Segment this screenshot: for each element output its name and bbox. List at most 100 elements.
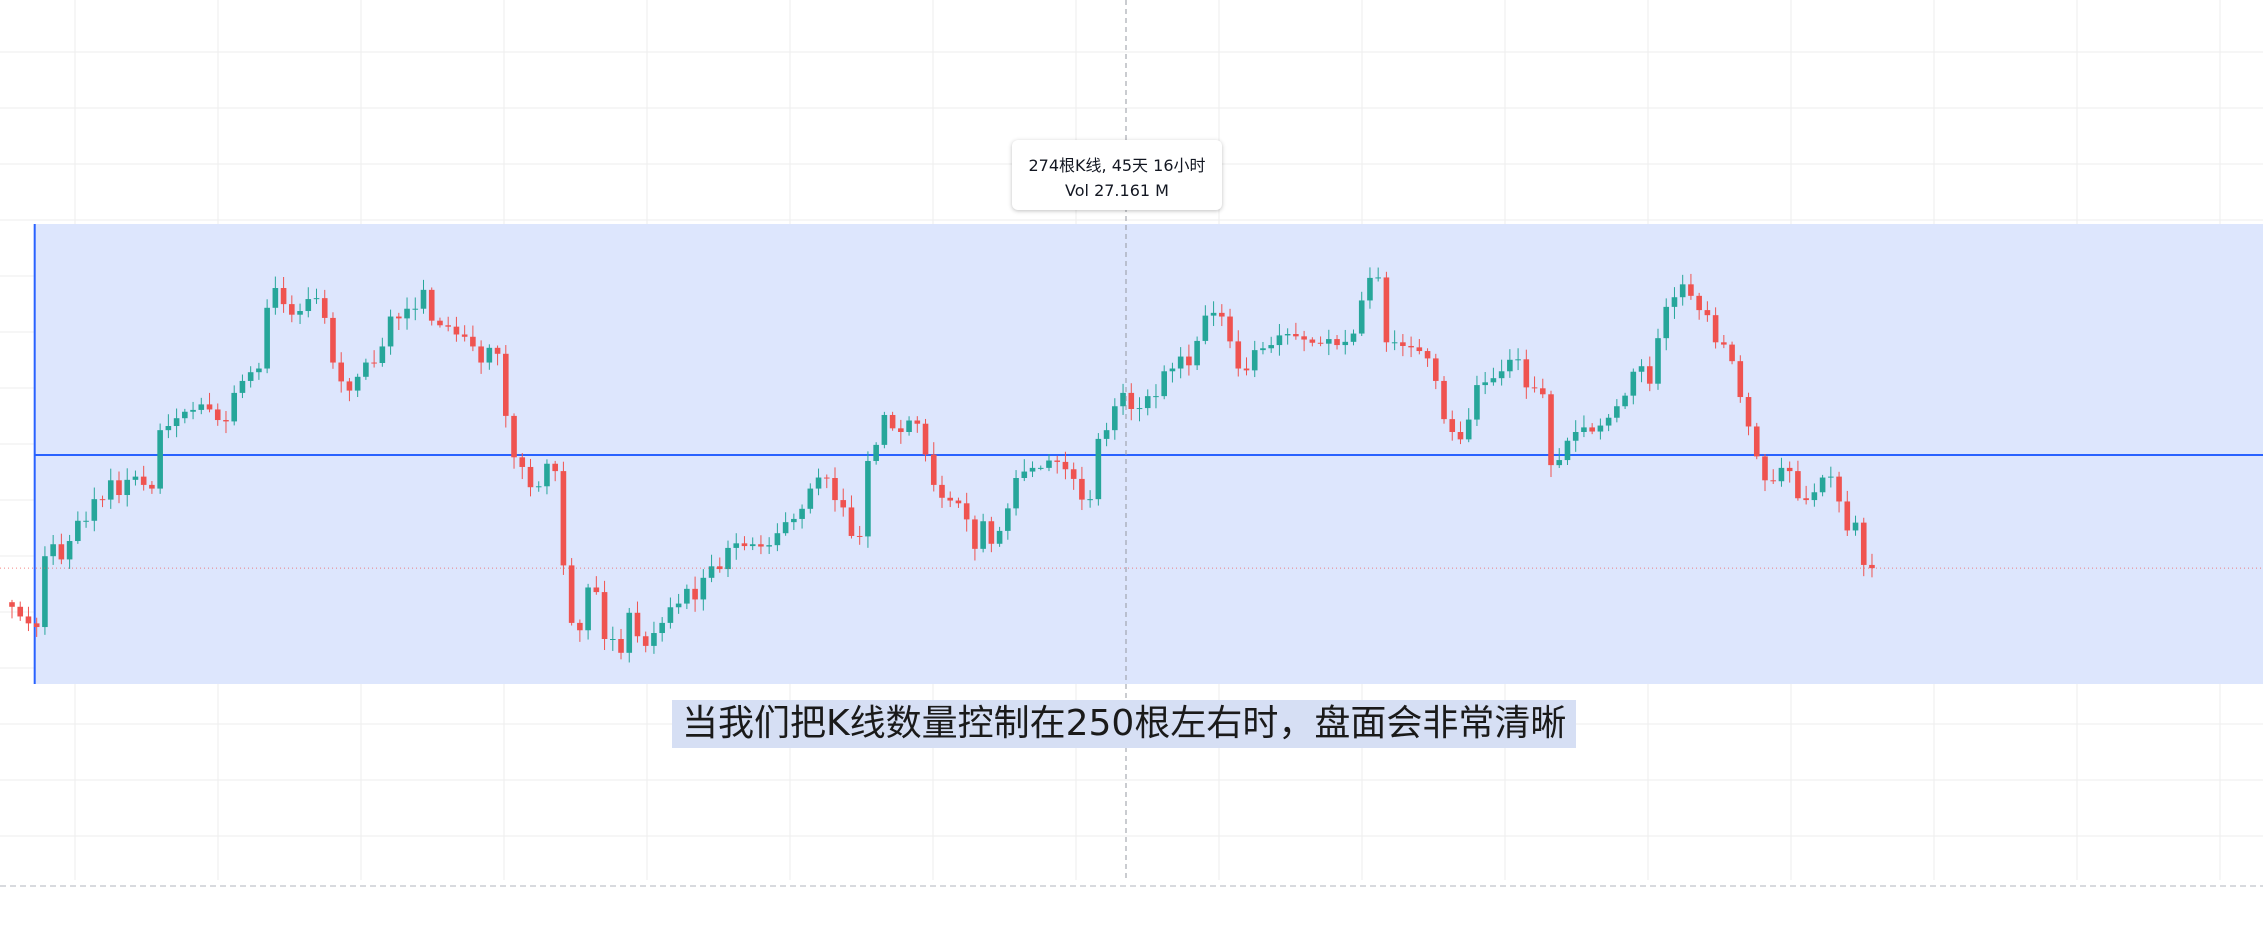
candle — [420, 279, 427, 314]
candle — [1844, 490, 1851, 536]
candle-body — [963, 503, 970, 520]
candle — [330, 312, 336, 369]
candle-body — [1342, 341, 1349, 346]
candle-body — [1498, 371, 1505, 379]
candle-body — [1293, 334, 1299, 337]
candle — [716, 557, 723, 573]
candle-body — [749, 544, 756, 547]
candle-body — [1622, 395, 1628, 407]
candle — [1630, 368, 1637, 405]
candle — [1136, 397, 1143, 422]
candle — [387, 309, 394, 355]
candle — [692, 576, 698, 612]
candle — [1268, 336, 1274, 353]
candle-body — [1037, 467, 1044, 469]
candle — [1005, 503, 1011, 540]
candle-body — [1836, 476, 1842, 502]
candle-body — [1523, 359, 1530, 388]
candle — [404, 297, 410, 330]
candle-body — [1811, 492, 1818, 501]
candle-body — [1663, 306, 1670, 339]
candle — [1646, 356, 1653, 392]
candle — [889, 411, 896, 431]
candle-body — [91, 499, 98, 521]
candle — [198, 397, 205, 415]
candle — [124, 468, 131, 507]
candle-body — [519, 457, 526, 467]
candle — [1144, 389, 1151, 416]
candle — [1564, 437, 1571, 466]
candle — [914, 416, 921, 433]
candle — [1367, 267, 1373, 309]
candle-body — [404, 308, 410, 319]
candle-body — [280, 288, 287, 305]
candle — [1284, 328, 1291, 345]
candle — [1383, 271, 1390, 352]
candle-body — [1828, 476, 1834, 478]
candle-body — [1243, 368, 1250, 371]
candle — [231, 385, 238, 426]
candle-body — [190, 409, 196, 412]
candle-body — [1276, 335, 1283, 346]
candle — [1819, 474, 1826, 497]
candle — [1548, 390, 1554, 478]
candle — [1762, 454, 1768, 492]
candle-body — [363, 362, 369, 377]
candle-body — [980, 521, 986, 549]
candle — [33, 617, 40, 637]
candle — [412, 297, 419, 321]
candle — [1062, 451, 1069, 480]
candle-body — [247, 372, 254, 381]
candle — [1276, 324, 1283, 356]
candle-body — [1515, 359, 1521, 361]
candle — [881, 411, 888, 449]
candle-body — [1795, 471, 1801, 499]
candle-body — [1860, 522, 1867, 565]
candle-body — [132, 476, 139, 480]
candle — [1457, 421, 1464, 445]
candle-body — [972, 519, 978, 549]
candle-body — [716, 566, 723, 570]
candle — [1556, 448, 1563, 468]
candle-body — [420, 289, 427, 309]
candle — [1120, 383, 1126, 415]
candle — [453, 316, 460, 342]
candle — [1770, 469, 1777, 484]
candle-body — [1194, 340, 1200, 366]
candle — [684, 584, 690, 610]
candle — [1210, 301, 1217, 327]
candle — [1474, 375, 1480, 426]
candle-body — [157, 430, 163, 489]
candle-body — [1597, 425, 1604, 432]
candle — [1523, 349, 1530, 399]
candle — [182, 408, 188, 424]
candle-body — [305, 299, 312, 312]
candle — [1186, 344, 1192, 376]
candle — [1531, 376, 1538, 393]
candle-body — [634, 612, 641, 637]
candle-body — [1745, 397, 1752, 427]
candle-body — [692, 588, 698, 600]
candle — [791, 513, 797, 530]
candle-body — [626, 612, 633, 653]
candle — [91, 487, 98, 532]
candle-body — [618, 639, 624, 653]
candle-body — [1416, 347, 1423, 352]
candle-body — [173, 418, 180, 427]
candle — [503, 345, 509, 428]
candle-body — [124, 479, 131, 496]
candle — [1358, 291, 1365, 337]
candle-body — [486, 347, 493, 363]
candle-body — [297, 311, 303, 315]
candle — [165, 414, 172, 439]
candle — [107, 468, 114, 509]
candle-body — [642, 636, 649, 646]
candle — [1309, 337, 1316, 347]
candle-body — [1762, 456, 1768, 481]
candle-body — [1671, 297, 1678, 307]
candle-body — [823, 477, 830, 479]
candle — [354, 373, 361, 398]
candle-body — [1260, 348, 1266, 351]
